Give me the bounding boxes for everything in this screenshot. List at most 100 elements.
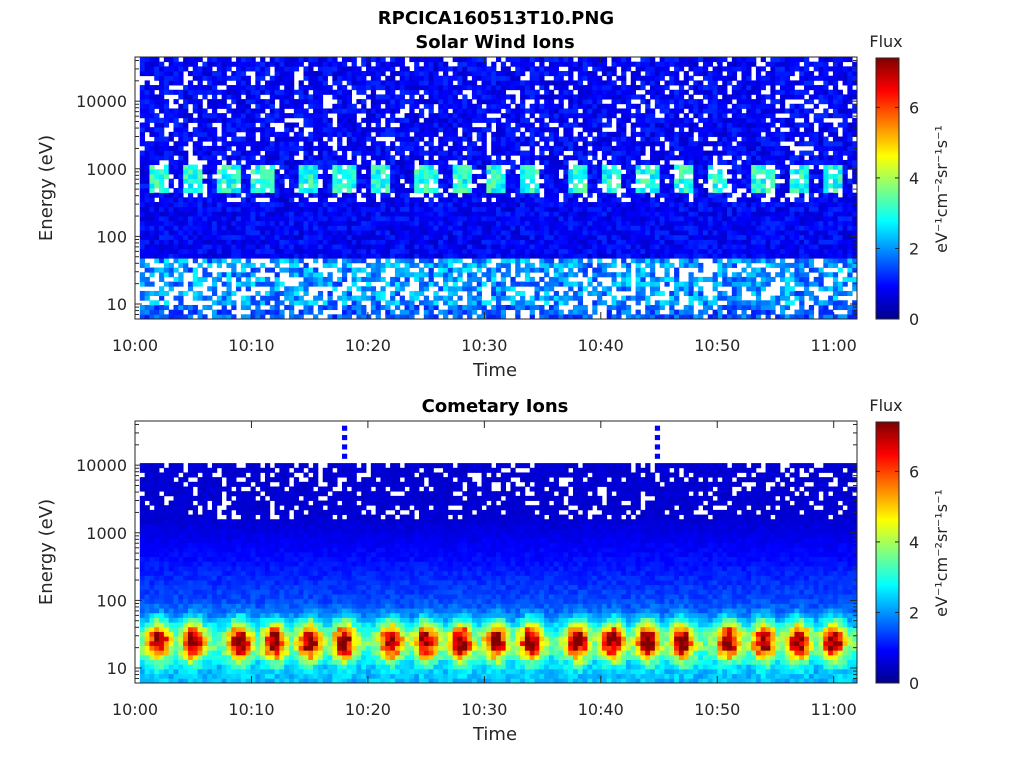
heatmap-cell [337,108,343,114]
heatmap-cell [337,197,343,203]
heatmap-cell [317,150,324,156]
heatmap-cell [149,216,155,222]
heatmap-cell [529,192,535,198]
heatmap-cell [467,230,473,236]
heatmap-cell [202,267,208,273]
heatmap-cell [486,276,492,282]
heatmap-cell [380,234,386,240]
heatmap-cell [539,103,545,109]
heatmap-cell [245,99,251,105]
heatmap-cell [496,234,502,240]
heatmap-cell [544,94,550,100]
heatmap-cell [356,300,362,306]
heatmap-cell [269,80,275,86]
heatmap-cell [553,159,559,166]
heatmap-cell [255,230,261,236]
heatmap-cell [394,220,401,226]
heatmap-cell [159,272,165,278]
heatmap-cell [539,253,545,259]
heatmap-cell [409,127,415,133]
heatmap-cell [606,239,612,245]
heatmap-cell [611,71,617,77]
heatmap-cell [361,99,367,105]
heatmap-cell [601,244,608,250]
heatmap-cell [568,99,574,105]
heatmap-cell [520,141,526,147]
heatmap-cell [173,75,179,81]
heatmap-cell [414,225,420,231]
heatmap-cell [529,197,535,203]
heatmap-cell [159,61,165,67]
heatmap-cell [303,244,309,250]
heatmap-cell [496,131,502,137]
heatmap-cell [337,188,343,194]
heatmap-cell [231,234,237,240]
heatmap-cell [621,239,627,245]
heatmap-cell [284,61,290,67]
heatmap-cell [394,244,401,250]
heatmap-cell [370,141,377,147]
heatmap-cell [202,94,208,100]
heatmap-cell [317,197,324,203]
heatmap-cell [597,94,603,100]
heatmap-cell [279,155,285,161]
heatmap-cell [471,141,478,147]
heatmap-cell [250,248,256,254]
heatmap-cell [313,267,319,273]
heatmap-cell [505,286,511,292]
heatmap-cell [332,159,338,166]
heatmap-cell [625,225,632,231]
heatmap-cell [356,216,362,222]
heatmap-cell [616,173,622,180]
heatmap-cell [563,94,569,100]
heatmap-cell [428,197,434,203]
heatmap-cell [491,281,497,287]
heatmap-cell [308,136,314,142]
heatmap-cell [443,197,449,203]
heatmap-cell [390,206,396,212]
heatmap-cell [500,61,507,67]
heatmap-cell [183,108,189,114]
heatmap-cell [534,211,540,217]
heatmap-cell [163,145,170,151]
heatmap-cell [577,225,584,231]
heatmap-cell [226,178,232,184]
heatmap-cell [163,206,170,212]
heatmap-cell [154,220,160,226]
heatmap-cell [462,225,468,231]
heatmap-cell [635,131,641,137]
heatmap-cell [443,122,449,128]
heatmap-cell [284,206,290,212]
heatmap-cell [457,248,463,254]
heatmap-cell [587,122,593,128]
heatmap-cell [630,113,636,119]
heatmap-cell [404,75,410,81]
heatmap-cell [289,80,295,86]
heatmap-cell [500,150,507,156]
heatmap-cell [481,169,487,175]
heatmap-cell [192,206,198,212]
heatmap-cell [659,230,665,236]
heatmap-cell [197,314,203,319]
heatmap-cell [361,117,367,123]
heatmap-cell [481,272,487,278]
heatmap-cell [611,202,617,208]
heatmap-cell [481,248,487,254]
heatmap-cell [539,248,545,254]
heatmap-cell [264,244,271,250]
heatmap-cell [505,192,511,198]
heatmap-cell [462,211,468,217]
heatmap-cell [409,80,415,86]
heatmap-cell [587,141,593,147]
heatmap-cell [375,300,381,306]
heatmap-cell [481,145,487,151]
heatmap-cell [606,117,612,123]
heatmap-cell [563,127,569,133]
heatmap-cell [659,234,665,240]
heatmap-cell [496,85,502,91]
heatmap-cell [366,94,372,100]
heatmap-cell [563,216,569,222]
heatmap-cell [264,141,271,147]
heatmap-cell [577,159,584,166]
heatmap-cell [592,57,598,63]
